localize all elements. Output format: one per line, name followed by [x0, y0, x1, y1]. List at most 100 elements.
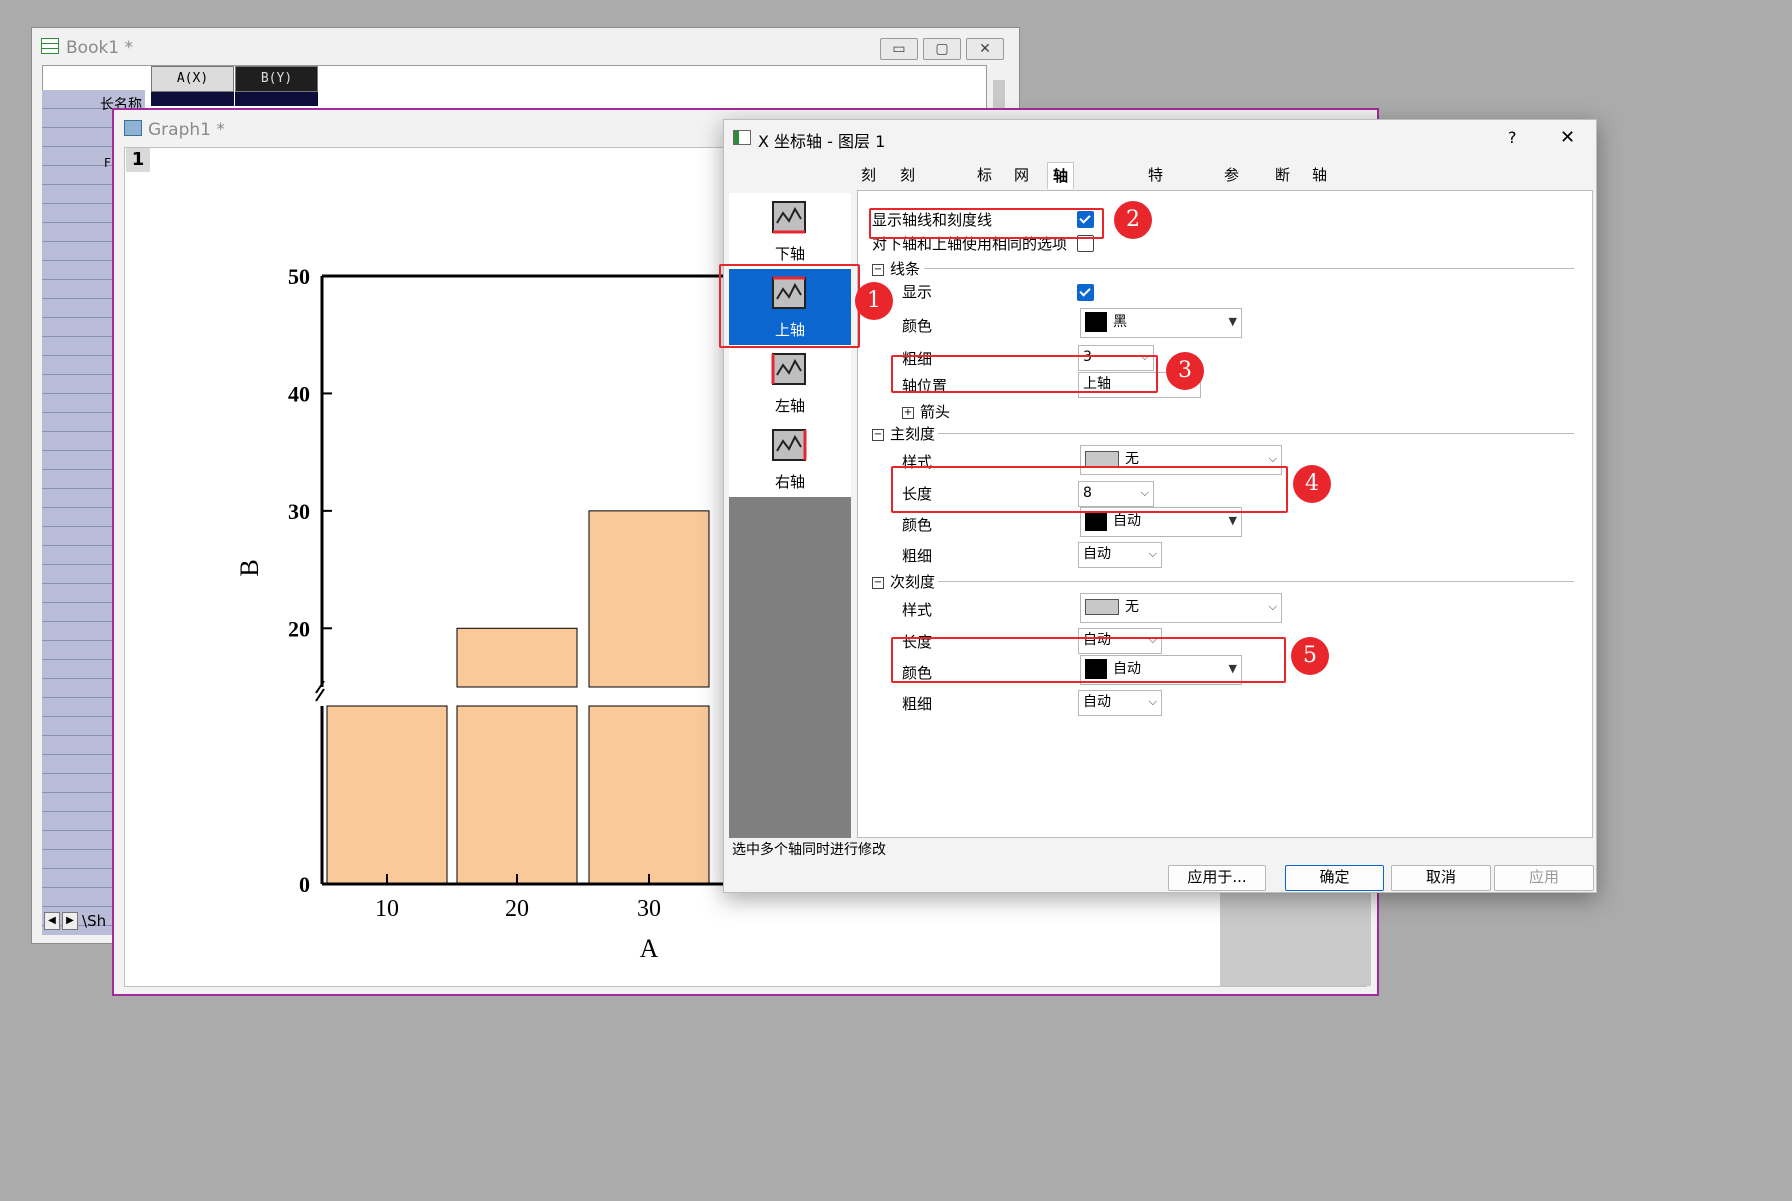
graph-icon [124, 120, 142, 136]
same-options-label: 对下轴和上轴使用相同的选项 [872, 235, 1068, 253]
axis-item-top[interactable]: 上轴 [729, 269, 851, 345]
x-tick-label: 20 [505, 896, 529, 922]
annotation-badge-5: 5 [1291, 637, 1329, 675]
chevron-down-icon: ⌵ [1148, 633, 1157, 646]
minor-ticks-header[interactable]: − 次刻度 [872, 571, 935, 592]
tab-title[interactable]: 标题 [977, 166, 993, 210]
bar-lower-segment [326, 705, 448, 885]
bar-chart[interactable]: 20 30 40 50 0 10 20 30 A B [125, 148, 1368, 988]
sheet-nav-left-button[interactable]: ◀ [44, 912, 60, 930]
section-divider [938, 581, 1574, 582]
line-show-label: 显示 [902, 283, 933, 301]
tab-special-ticks[interactable]: 特殊刻度线 [1148, 166, 1164, 288]
axis-item-label: 右轴 [774, 473, 805, 491]
long-name-cell-a[interactable] [151, 92, 234, 106]
ok-button[interactable]: 确定 [1285, 865, 1384, 891]
minor-thickness-combo[interactable]: 自动 ⌵ [1078, 690, 1162, 716]
tab-scale[interactable]: 刻度 [861, 166, 877, 210]
chevron-down-icon: ⌵ [1148, 695, 1157, 708]
line-section-label: 线条 [890, 260, 921, 278]
line-ticks-panel: 显示轴线和刻度线 对下轴和上轴使用相同的选项 − 线条 显示 颜色 黑 ▼ 粗细 3… [857, 190, 1593, 838]
major-ticks-label: 主刻度 [890, 425, 936, 443]
y-axis-title: B [235, 559, 264, 576]
tick-style-swatch [1085, 451, 1119, 467]
axis-dialog[interactable]: X 坐标轴 - 图层 1 ? ✕ 下轴 上轴 左轴 右轴 刻度 刻度线标签 标题… [719, 119, 1597, 893]
minor-style-dropdown[interactable]: 无 ⌵ [1080, 593, 1282, 623]
help-button[interactable]: ? [1508, 128, 1517, 147]
vertical-scrollbar[interactable] [993, 80, 1005, 110]
major-thickness-combo[interactable]: 自动 ⌵ [1078, 542, 1162, 568]
minimize-button[interactable]: ▭ [880, 38, 918, 60]
cancel-button[interactable]: 取消 [1391, 865, 1491, 891]
annotation-badge-2: 2 [1114, 201, 1152, 239]
status-text: 选中多个轴同时进行修改 [732, 842, 886, 858]
axis-selector-list[interactable]: 下轴 上轴 左轴 右轴 [729, 193, 851, 838]
show-axis-checkbox[interactable] [1077, 211, 1094, 228]
color-swatch [1085, 312, 1107, 332]
annotation-box-4 [891, 466, 1288, 513]
bar-lower-segment [456, 705, 578, 885]
sheet-tab-label: Sh [87, 912, 107, 930]
tab-line-and-ticks[interactable]: 轴线和刻度线 [1047, 162, 1075, 315]
apply-to-button[interactable]: 应用于... [1168, 865, 1266, 891]
major-length-label: 长度 [902, 485, 933, 503]
x-tick-label: 30 [637, 896, 661, 922]
close-button[interactable]: ✕ [966, 38, 1004, 60]
dialog-app-icon [733, 130, 751, 145]
line-thickness-combo[interactable]: 3 ⌵ [1078, 345, 1154, 371]
dropdown-arrow-icon: ▼ [1228, 662, 1237, 675]
minor-length-value: 自动 [1083, 632, 1111, 648]
arrow-section-header[interactable]: + 箭头 [902, 401, 950, 422]
collapse-icon: − [872, 428, 884, 441]
show-axis-label: 显示轴线和刻度线 [872, 211, 993, 229]
section-divider [938, 433, 1574, 434]
dropdown-arrow-icon: ▼ [1228, 514, 1237, 527]
minor-style-label: 样式 [902, 601, 933, 619]
tab-tick-labels[interactable]: 刻度线标签 [900, 166, 916, 288]
same-options-checkbox[interactable] [1077, 235, 1094, 252]
axis-item-left[interactable]: 左轴 [729, 345, 851, 421]
apply-button[interactable]: 应用 [1494, 865, 1594, 891]
x-axis-title: A [640, 934, 659, 963]
line-show-checkbox[interactable] [1077, 284, 1094, 301]
line-thickness-value: 3 [1083, 349, 1092, 365]
annotation-badge-1: 1 [855, 282, 893, 320]
minor-length-combo[interactable]: 自动 ⌵ [1078, 628, 1162, 654]
expand-icon: + [902, 406, 914, 419]
sheet-nav-right-button[interactable]: ▶ [62, 912, 78, 930]
left-axis-icon [771, 353, 806, 385]
bar-upper-segment [588, 510, 710, 688]
minor-thickness-label: 粗细 [902, 695, 933, 713]
right-axis-icon [772, 429, 807, 461]
major-style-dropdown[interactable]: 无 ⌵ [1080, 445, 1282, 475]
y-tick-label: 20 [288, 616, 310, 641]
column-header-a[interactable]: A(X) [151, 66, 234, 92]
maximize-button[interactable]: ▢ [923, 38, 961, 60]
tab-grids[interactable]: 网格 [1014, 166, 1030, 210]
line-color-dropdown[interactable]: 黑 ▼ [1080, 308, 1242, 338]
sheet-tab[interactable]: \Sh [82, 912, 107, 930]
tab-rug[interactable]: 轴须 [1312, 166, 1328, 210]
major-thickness-value: 自动 [1083, 546, 1111, 562]
tick-style-swatch [1085, 599, 1119, 615]
axis-item-bottom[interactable]: 下轴 [729, 193, 851, 269]
y-tick-label: 40 [288, 381, 310, 406]
axis-item-right[interactable]: 右轴 [729, 421, 851, 497]
minor-ticks-label: 次刻度 [890, 573, 936, 591]
bar-lower-segment [588, 705, 710, 885]
layer-indicator[interactable]: 1 [126, 148, 150, 172]
long-name-cell-b[interactable] [235, 92, 318, 106]
tab-reference-lines[interactable]: 参照线 [1224, 166, 1240, 236]
tab-breaks[interactable]: 断点 [1275, 166, 1291, 210]
major-length-combo[interactable]: 8 ⌵ [1078, 481, 1154, 507]
column-header-b[interactable]: B(Y) [235, 66, 318, 92]
chevron-down-icon: ⌵ [1140, 486, 1149, 499]
axis-position-value: 上轴 [1083, 376, 1111, 392]
line-section-header[interactable]: − 线条 [872, 258, 920, 279]
dialog-close-button[interactable]: ✕ [1560, 127, 1576, 148]
color-swatch [1085, 511, 1107, 531]
annotation-box-1 [719, 264, 860, 348]
color-swatch [1085, 659, 1107, 679]
minor-color-dropdown[interactable]: 自动 ▼ [1080, 655, 1242, 685]
major-ticks-header[interactable]: − 主刻度 [872, 423, 935, 444]
